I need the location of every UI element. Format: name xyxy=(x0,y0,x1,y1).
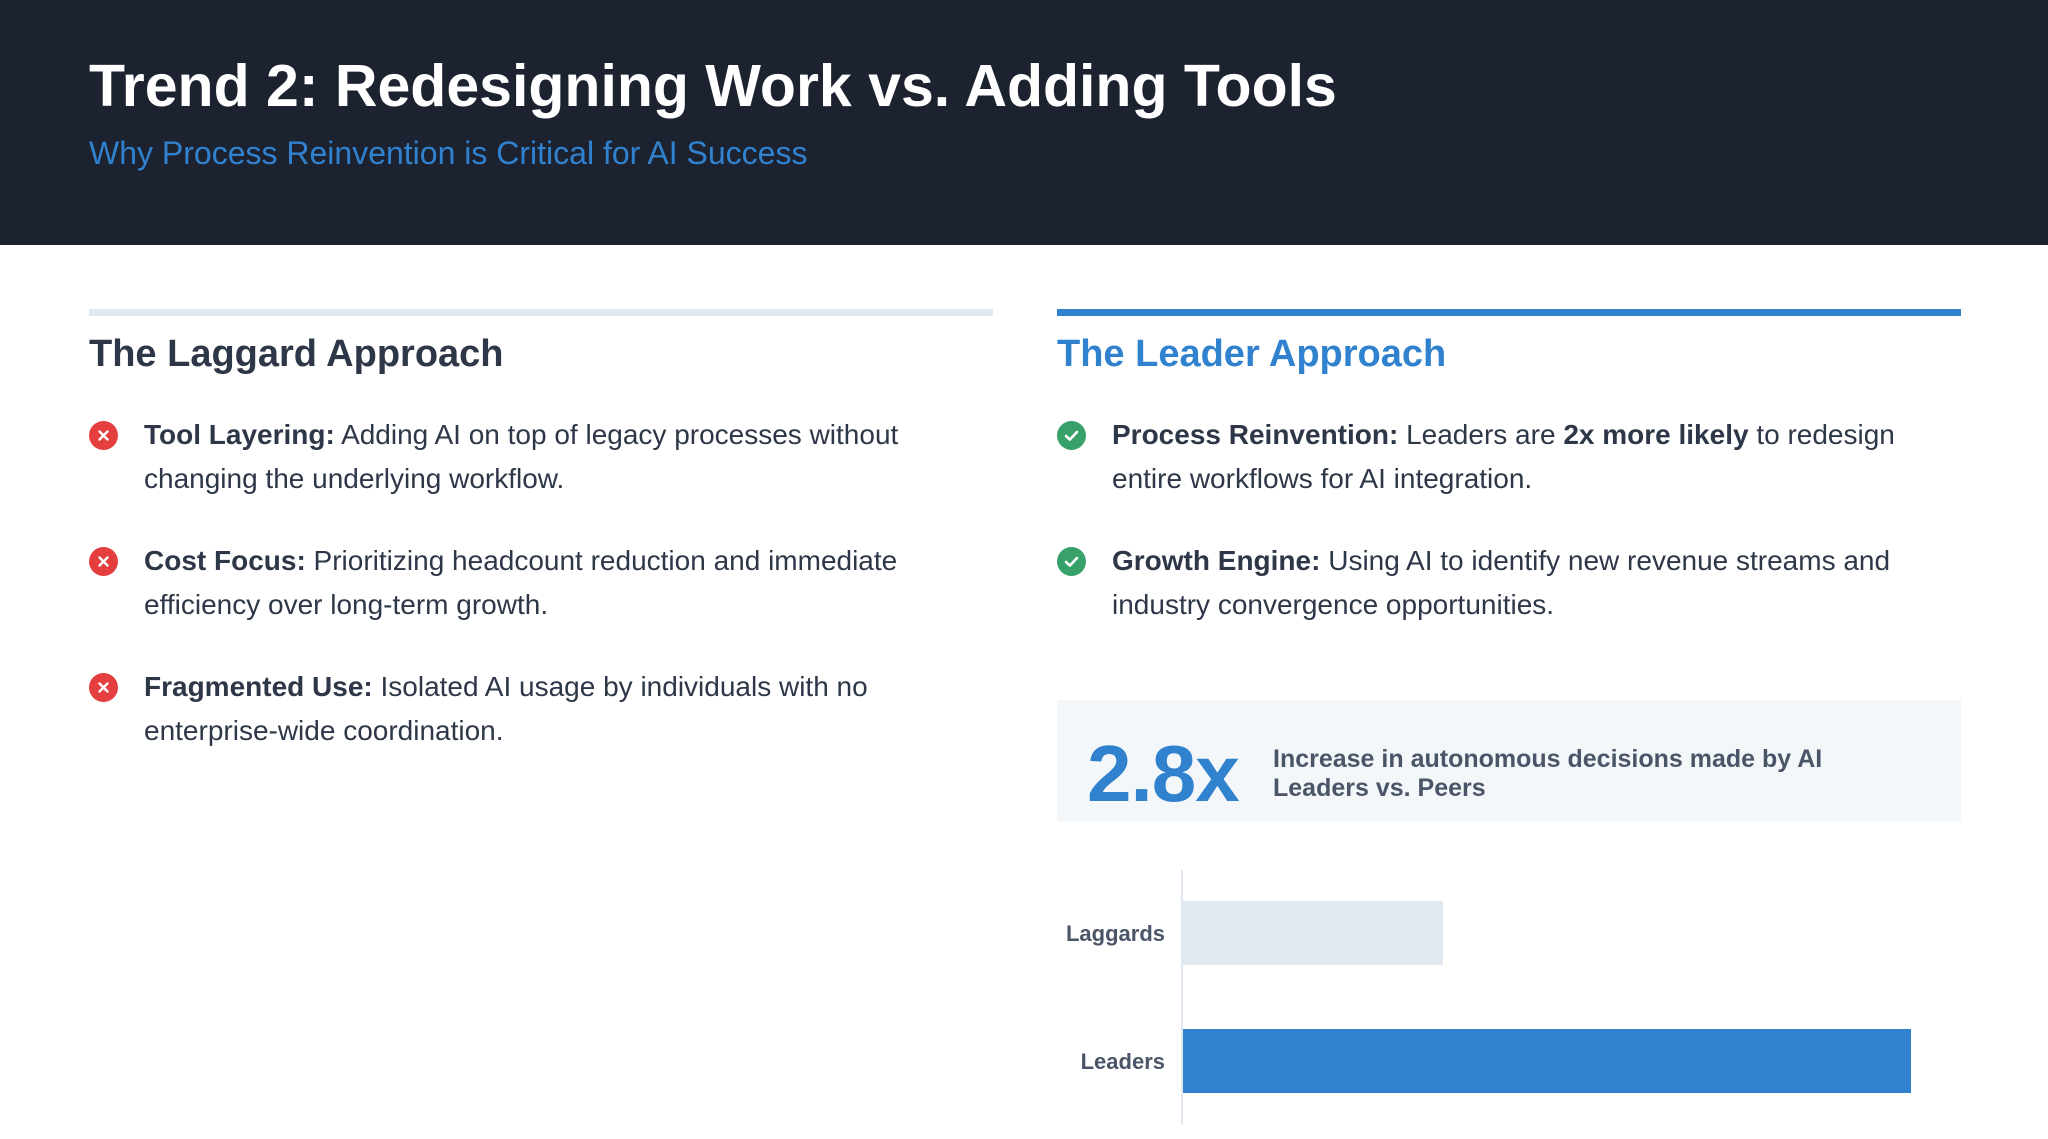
check-icon xyxy=(1057,547,1086,576)
x-icon xyxy=(89,547,118,576)
laggard-heading: The Laggard Approach xyxy=(89,333,504,375)
item-label: Cost Focus: xyxy=(144,545,306,576)
list-item: Process Reinvention: Leaders are 2x more… xyxy=(1057,413,1961,501)
page-subtitle: Why Process Reinvention is Critical for … xyxy=(89,135,808,171)
chart-category-label: Laggards xyxy=(1066,921,1165,946)
item-label: Fragmented Use: xyxy=(144,671,373,702)
leader-list: Process Reinvention: Leaders are 2x more… xyxy=(1057,413,1961,665)
x-icon xyxy=(89,421,118,450)
comparison-bar-chart: Laggards Leaders xyxy=(1066,870,1911,1125)
laggard-divider xyxy=(89,309,993,316)
page-title: Trend 2: Redesigning Work vs. Adding Too… xyxy=(89,53,1337,119)
list-item: Tool Layering: Adding AI on top of legac… xyxy=(89,413,993,501)
chart-bar-laggards xyxy=(1183,901,1443,965)
item-label: Growth Engine: xyxy=(1112,545,1321,576)
item-text: Leaders are xyxy=(1398,419,1564,450)
list-item: Fragmented Use: Isolated AI usage by ind… xyxy=(89,665,993,753)
leader-divider xyxy=(1057,309,1961,316)
chart-bar-leaders xyxy=(1183,1029,1911,1093)
stat-description: Increase in autonomous decisions made by… xyxy=(1273,745,1823,802)
item-text: to redesign entire workflows for AI inte… xyxy=(1112,419,1895,494)
list-item: Cost Focus: Prioritizing headcount reduc… xyxy=(89,539,993,627)
item-text: Adding AI on top of legacy processes wit… xyxy=(144,419,899,494)
item-emphasis: 2x more likely xyxy=(1563,419,1749,450)
item-label: Tool Layering: xyxy=(144,419,335,450)
chart-category-label: Leaders xyxy=(1081,1049,1165,1074)
check-icon xyxy=(1057,421,1086,450)
header-banner: Trend 2: Redesigning Work vs. Adding Too… xyxy=(0,0,2048,245)
item-text: Isolated AI usage by individuals with no… xyxy=(144,671,868,746)
laggard-list: Tool Layering: Adding AI on top of legac… xyxy=(89,413,993,791)
item-text: Using AI to identify new revenue streams… xyxy=(1112,545,1891,620)
stat-callout: 2.8x Increase in autonomous decisions ma… xyxy=(1057,700,1961,821)
list-item: Growth Engine: Using AI to identify new … xyxy=(1057,539,1961,627)
item-text: Prioritizing headcount reduction and imm… xyxy=(144,545,898,620)
stat-value: 2.8x xyxy=(1087,729,1240,818)
item-label: Process Reinvention: xyxy=(1112,419,1399,450)
leader-heading: The Leader Approach xyxy=(1057,333,1447,375)
leader-column: The Leader Approach Process Reinvention:… xyxy=(1057,309,1961,620)
x-icon xyxy=(89,673,118,702)
laggard-column: The Laggard Approach Tool Layering: Addi… xyxy=(89,309,993,746)
